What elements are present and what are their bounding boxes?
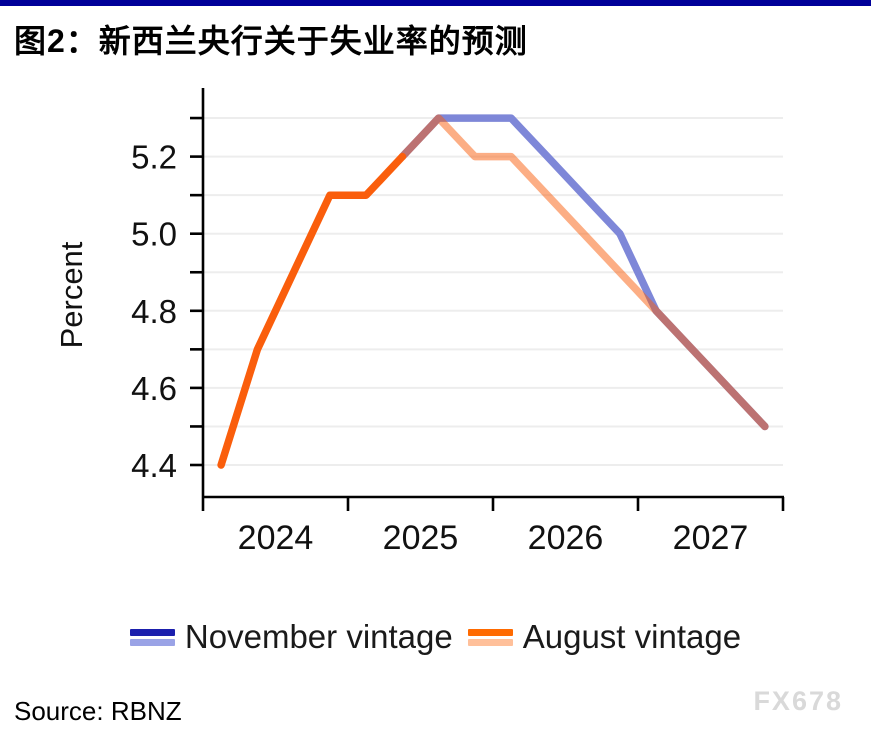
y-tick-label: 4.6 [131,370,177,407]
series-august-vintage-forecast- [398,114,769,431]
august-forecast-swatch [467,638,513,646]
legend-item-november: November vintage [129,618,453,656]
watermark: FX678 [753,686,843,716]
legend-label-august: August vintage [522,618,742,655]
chart-legend: November vintage August vintage [0,612,871,662]
y-tick-label: 5.2 [131,139,177,176]
august-line-icon [467,628,513,646]
y-axis-title: Percent [54,241,89,348]
series-august-vintage-history- [217,152,407,469]
y-tick-label: 4.8 [131,293,177,330]
x-tick-label: 2024 [238,519,314,557]
legend-label-november: November vintage [184,618,453,655]
x-tick-label: 2025 [383,519,459,557]
y-tick-label: 4.4 [131,447,177,484]
x-tick-label: 2027 [673,519,749,557]
november-line-icon [129,628,175,646]
chart-canvas: 4.4 4.6 4.8 5.0 5.2 2024 2025 2026 2027 Percent [54,88,785,557]
source-note: Source: RBNZ [14,696,182,726]
legend-item-august: August vintage [467,618,742,656]
november-history-swatch [129,628,175,636]
y-tick-label: 5.0 [131,216,177,253]
top-accent-bar [0,0,871,6]
x-tick-label: 2026 [528,519,604,557]
august-history-swatch [467,628,513,636]
unemployment-forecast-chart: 4.4 4.6 4.8 5.0 5.2 2024 2025 2026 2027 Percent [54,88,785,557]
chart-title: 图2：新西兰央行关于失业率的预测 [14,23,528,59]
november-forecast-swatch [129,638,175,646]
